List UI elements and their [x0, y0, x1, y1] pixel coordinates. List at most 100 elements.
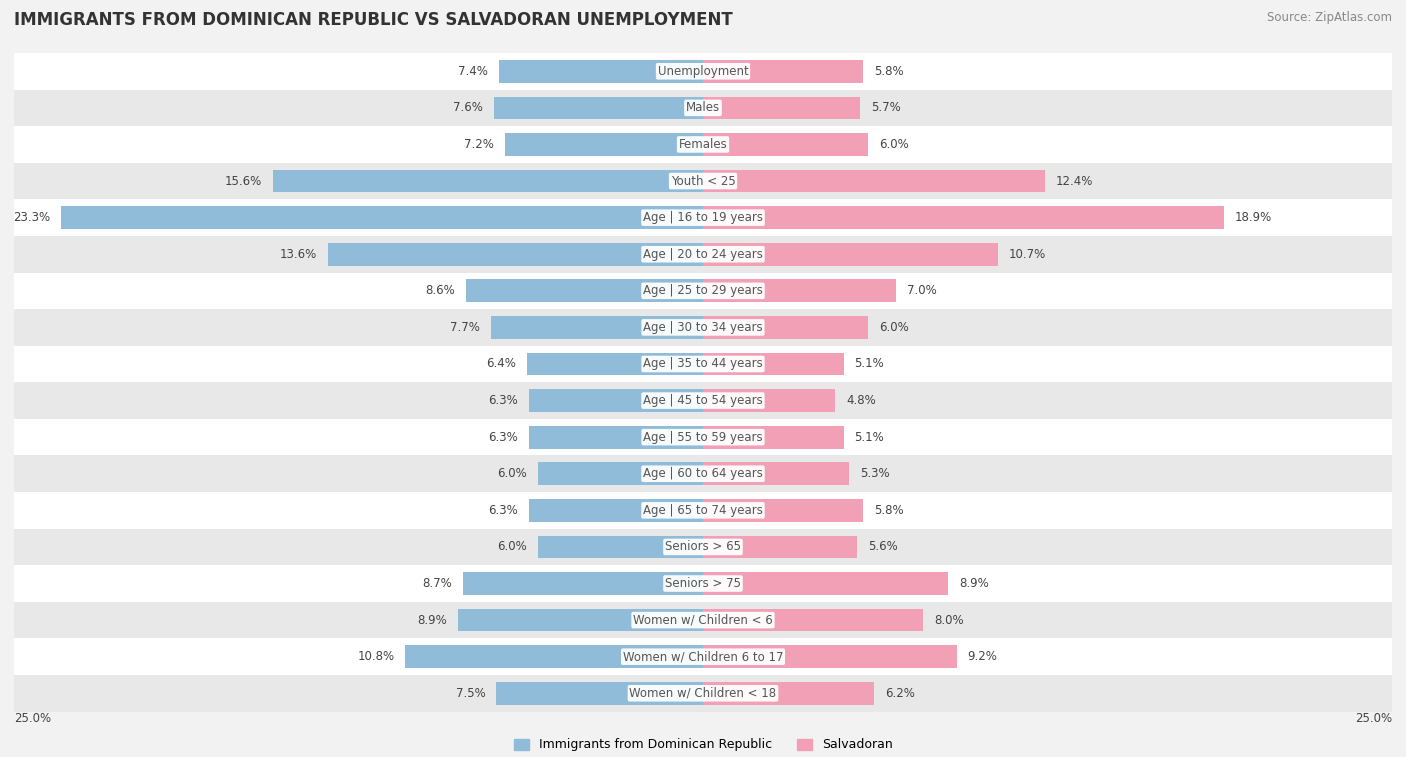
- Text: Seniors > 75: Seniors > 75: [665, 577, 741, 590]
- Bar: [14, 89, 1392, 126]
- Bar: [537, 463, 703, 485]
- Bar: [273, 170, 703, 192]
- Bar: [530, 426, 703, 448]
- Text: Age | 55 to 59 years: Age | 55 to 59 years: [643, 431, 763, 444]
- Text: Males: Males: [686, 101, 720, 114]
- Bar: [14, 419, 1392, 456]
- Bar: [14, 528, 1392, 565]
- Bar: [703, 572, 948, 595]
- Text: 15.6%: 15.6%: [225, 175, 262, 188]
- Bar: [463, 572, 703, 595]
- Text: Unemployment: Unemployment: [658, 65, 748, 78]
- Text: 6.3%: 6.3%: [489, 394, 519, 407]
- Bar: [703, 609, 924, 631]
- Text: 9.2%: 9.2%: [967, 650, 997, 663]
- Text: Seniors > 65: Seniors > 65: [665, 540, 741, 553]
- Text: Age | 25 to 29 years: Age | 25 to 29 years: [643, 285, 763, 298]
- Bar: [703, 279, 896, 302]
- Text: 5.1%: 5.1%: [855, 431, 884, 444]
- Legend: Immigrants from Dominican Republic, Salvadoran: Immigrants from Dominican Republic, Salv…: [513, 738, 893, 752]
- Text: 5.8%: 5.8%: [875, 504, 904, 517]
- Text: 5.3%: 5.3%: [860, 467, 890, 480]
- Text: 25.0%: 25.0%: [1355, 712, 1392, 724]
- Text: Age | 60 to 64 years: Age | 60 to 64 years: [643, 467, 763, 480]
- Text: 6.0%: 6.0%: [496, 540, 527, 553]
- Text: Age | 16 to 19 years: Age | 16 to 19 years: [643, 211, 763, 224]
- Text: Age | 35 to 44 years: Age | 35 to 44 years: [643, 357, 763, 370]
- Text: Females: Females: [679, 138, 727, 151]
- Text: 7.7%: 7.7%: [450, 321, 479, 334]
- Bar: [14, 309, 1392, 346]
- Bar: [458, 609, 703, 631]
- Text: 5.8%: 5.8%: [875, 65, 904, 78]
- Bar: [405, 646, 703, 668]
- Bar: [14, 492, 1392, 528]
- Bar: [14, 638, 1392, 675]
- Text: Age | 20 to 24 years: Age | 20 to 24 years: [643, 248, 763, 260]
- Bar: [14, 163, 1392, 199]
- Bar: [537, 536, 703, 558]
- Bar: [499, 60, 703, 83]
- Bar: [14, 346, 1392, 382]
- Bar: [14, 236, 1392, 273]
- Bar: [703, 646, 956, 668]
- Text: 7.5%: 7.5%: [456, 687, 485, 699]
- Text: 8.9%: 8.9%: [959, 577, 988, 590]
- Text: 4.8%: 4.8%: [846, 394, 876, 407]
- Bar: [703, 97, 860, 119]
- Bar: [14, 456, 1392, 492]
- Text: 10.8%: 10.8%: [357, 650, 394, 663]
- Text: 6.4%: 6.4%: [485, 357, 516, 370]
- Bar: [530, 499, 703, 522]
- Text: 5.1%: 5.1%: [855, 357, 884, 370]
- Bar: [703, 170, 1045, 192]
- Text: 10.7%: 10.7%: [1010, 248, 1046, 260]
- Text: Women w/ Children 6 to 17: Women w/ Children 6 to 17: [623, 650, 783, 663]
- Bar: [14, 565, 1392, 602]
- Text: Age | 45 to 54 years: Age | 45 to 54 years: [643, 394, 763, 407]
- Text: 8.7%: 8.7%: [422, 577, 453, 590]
- Bar: [14, 602, 1392, 638]
- Bar: [703, 353, 844, 375]
- Bar: [703, 499, 863, 522]
- Text: Youth < 25: Youth < 25: [671, 175, 735, 188]
- Bar: [328, 243, 703, 266]
- Bar: [494, 97, 703, 119]
- Text: 12.4%: 12.4%: [1056, 175, 1092, 188]
- Bar: [530, 389, 703, 412]
- Text: 8.0%: 8.0%: [935, 614, 965, 627]
- Text: 7.2%: 7.2%: [464, 138, 494, 151]
- Bar: [505, 133, 703, 156]
- Bar: [60, 207, 703, 229]
- Bar: [14, 199, 1392, 236]
- Bar: [703, 207, 1223, 229]
- Bar: [14, 126, 1392, 163]
- Text: 18.9%: 18.9%: [1234, 211, 1272, 224]
- Text: 25.0%: 25.0%: [14, 712, 51, 724]
- Text: Age | 30 to 34 years: Age | 30 to 34 years: [643, 321, 763, 334]
- Text: 6.3%: 6.3%: [489, 504, 519, 517]
- Text: 6.0%: 6.0%: [879, 321, 910, 334]
- Bar: [465, 279, 703, 302]
- Bar: [14, 273, 1392, 309]
- Text: 8.9%: 8.9%: [418, 614, 447, 627]
- Bar: [703, 316, 869, 338]
- Bar: [703, 389, 835, 412]
- Text: 6.2%: 6.2%: [884, 687, 915, 699]
- Bar: [703, 426, 844, 448]
- Text: 23.3%: 23.3%: [13, 211, 49, 224]
- Text: Source: ZipAtlas.com: Source: ZipAtlas.com: [1267, 11, 1392, 24]
- Bar: [703, 243, 998, 266]
- Text: IMMIGRANTS FROM DOMINICAN REPUBLIC VS SALVADORAN UNEMPLOYMENT: IMMIGRANTS FROM DOMINICAN REPUBLIC VS SA…: [14, 11, 733, 30]
- Bar: [703, 463, 849, 485]
- Bar: [496, 682, 703, 705]
- Text: 6.3%: 6.3%: [489, 431, 519, 444]
- Bar: [14, 382, 1392, 419]
- Text: 7.4%: 7.4%: [458, 65, 488, 78]
- Bar: [703, 536, 858, 558]
- Text: 6.0%: 6.0%: [879, 138, 910, 151]
- Text: 8.6%: 8.6%: [425, 285, 456, 298]
- Bar: [527, 353, 703, 375]
- Bar: [703, 133, 869, 156]
- Text: 7.0%: 7.0%: [907, 285, 936, 298]
